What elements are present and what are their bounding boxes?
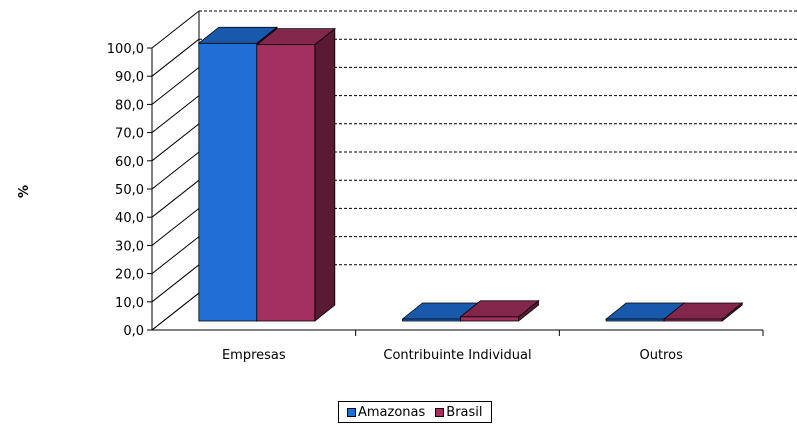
y-tick-label: 90,0 (115, 70, 144, 85)
grid-diagonal (151, 10, 200, 49)
bar-brasil-1 (255, 27, 336, 322)
x-category-label: Outros (639, 348, 683, 363)
legend-swatch-amazonas (347, 407, 356, 417)
legend-swatch-brasil (435, 407, 445, 417)
legend-label-amazonas: Amazonas (358, 404, 426, 420)
bar-top (255, 28, 336, 46)
legend-item-brasil: Brasil (435, 404, 483, 420)
grid-diagonal (151, 67, 200, 105)
y-tick-label: 30,0 (115, 239, 144, 254)
bar-brasil-2 (459, 299, 540, 322)
grid-diagonal (151, 179, 200, 218)
y-tick-label: 60,0 (115, 155, 144, 170)
grid-diagonal (151, 95, 200, 133)
y-axis-label: % (17, 185, 32, 198)
bar-top (197, 26, 278, 44)
y-tick-label: 20,0 (115, 268, 144, 283)
grid-diagonal (151, 151, 200, 190)
legend-item-amazonas: Amazonas (347, 405, 425, 420)
y-tick-label: 0,0 (123, 324, 144, 339)
tick-labels: 0,0 10,0 20,0 30,0 40,0 50,0 60,0 70,0 80,0 90,0 1… (107, 42, 683, 363)
bar-brasil-3 (663, 302, 744, 322)
x-category-label: Contribuinte Individual (383, 348, 531, 363)
grid-diagonal (151, 123, 200, 162)
legend-label-brasil: Brasil (446, 404, 483, 420)
grid-diagonal (151, 264, 200, 303)
bar-front (460, 316, 519, 322)
y-tick-label: 10,0 (115, 296, 144, 311)
bar-top (459, 300, 540, 318)
y-tick-label: 100,0 (107, 42, 144, 57)
grid-diagonal (151, 38, 200, 77)
y-tick-label: 40,0 (115, 211, 144, 226)
y-tick-label: 80,0 (115, 98, 144, 113)
bar-front (198, 42, 258, 322)
x-category-label: Empresas (222, 348, 286, 363)
grid-diagonal (151, 208, 200, 246)
y-tick-label: 50,0 (115, 183, 144, 198)
legend: Amazonas Brasil (338, 401, 492, 423)
y-tick-label: 70,0 (115, 127, 144, 142)
bar-top (663, 302, 744, 320)
bar-front (256, 44, 316, 322)
bar-side (314, 27, 336, 322)
grid-diagonal (151, 236, 200, 274)
floor-edge (151, 292, 200, 331)
bars (197, 26, 744, 322)
